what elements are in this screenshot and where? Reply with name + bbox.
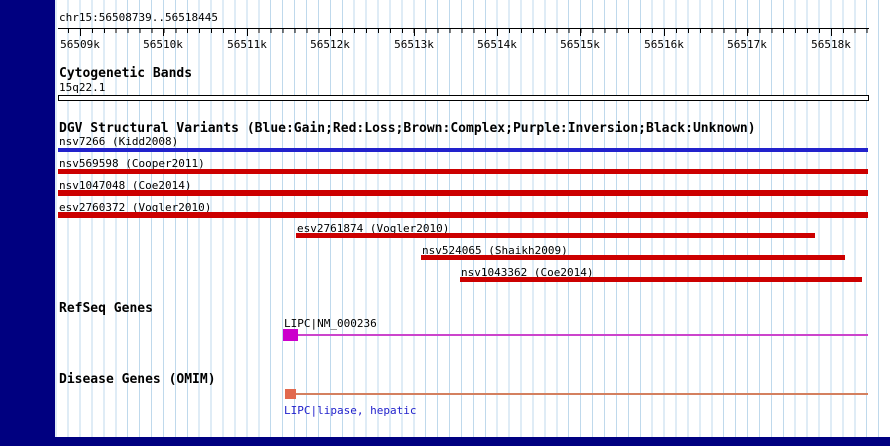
ruler-tick: [580, 29, 581, 36]
left-margin: [0, 0, 55, 446]
section-title-cytogenetic-bands: Cytogenetic Bands: [59, 66, 193, 81]
ruler-tick-label: 56511k: [227, 38, 267, 51]
ruler-tick-label: 56515k: [560, 38, 600, 51]
ruler-tick-label: 56510k: [143, 38, 183, 51]
ruler-tick: [247, 29, 248, 36]
variant-bar-nsv569598[interactable]: [58, 169, 868, 174]
variant-label-nsv1047048[interactable]: nsv1047048 (Coe2014): [59, 179, 192, 192]
ruler-tick: [497, 29, 498, 36]
variant-label-nsv1043362[interactable]: nsv1043362 (Coe2014): [461, 266, 594, 279]
variant-label-nsv7266[interactable]: nsv7266 (Kidd2008): [59, 135, 179, 148]
variant-label-esv2761874[interactable]: esv2761874 (Vogler2010): [297, 222, 450, 235]
ruler-tick-label: 56513k: [394, 38, 434, 51]
bottom-margin: [0, 437, 890, 446]
refseq-gene-label[interactable]: LIPC|NM_000236: [284, 317, 377, 330]
variant-label-nsv569598[interactable]: nsv569598 (Cooper2011): [59, 157, 205, 170]
cytoband-bar[interactable]: [58, 95, 869, 101]
refseq-gene-line[interactable]: [298, 334, 868, 336]
ruler-tick: [80, 29, 81, 36]
ruler-tick: [664, 29, 665, 36]
ruler-tick-label: 56514k: [477, 38, 517, 51]
cytoband-label[interactable]: 15q22.1: [59, 81, 106, 94]
ruler-tick-label: 56516k: [644, 38, 684, 51]
omim-gene-box[interactable]: [285, 389, 296, 399]
omim-gene-label[interactable]: LIPC|lipase, hepatic: [284, 404, 417, 417]
section-title-refseq: RefSeq Genes: [59, 301, 153, 316]
section-title-omim: Disease Genes (OMIM): [59, 372, 216, 387]
ruler-tick: [330, 29, 331, 36]
ruler-tick: [414, 29, 415, 36]
refseq-gene-box[interactable]: [283, 329, 298, 341]
variant-bar-nsv524065[interactable]: [421, 255, 845, 260]
variant-bar-nsv7266[interactable]: [58, 148, 868, 152]
variant-label-nsv524065[interactable]: nsv524065 (Shaikh2009): [422, 244, 568, 257]
variant-label-esv2760372[interactable]: esv2760372 (Vogler2010): [59, 201, 212, 214]
region-coordinates: chr15:56508739..56518445: [59, 11, 218, 24]
section-title-dgv: DGV Structural Variants (Blue:Gain;Red:L…: [59, 121, 756, 136]
variant-bar-esv2760372[interactable]: [58, 212, 868, 218]
variant-bar-nsv1043362[interactable]: [460, 277, 862, 282]
ruler-tick-label: 56512k: [310, 38, 350, 51]
ruler-tick: [747, 29, 748, 36]
ruler-tick-label: 56517k: [727, 38, 767, 51]
grid-lines: [8, 0, 890, 437]
variant-bar-nsv1047048[interactable]: [58, 190, 868, 196]
variant-bar-esv2761874[interactable]: [296, 233, 815, 238]
omim-gene-line[interactable]: [296, 393, 868, 395]
ruler-axis-line: [58, 28, 869, 29]
ruler-tick-label: 56518k: [811, 38, 851, 51]
ruler-tick-label: 56509k: [60, 38, 100, 51]
ruler-minor-ticks: [68, 29, 868, 33]
ruler-tick: [831, 29, 832, 36]
ruler-tick: [163, 29, 164, 36]
